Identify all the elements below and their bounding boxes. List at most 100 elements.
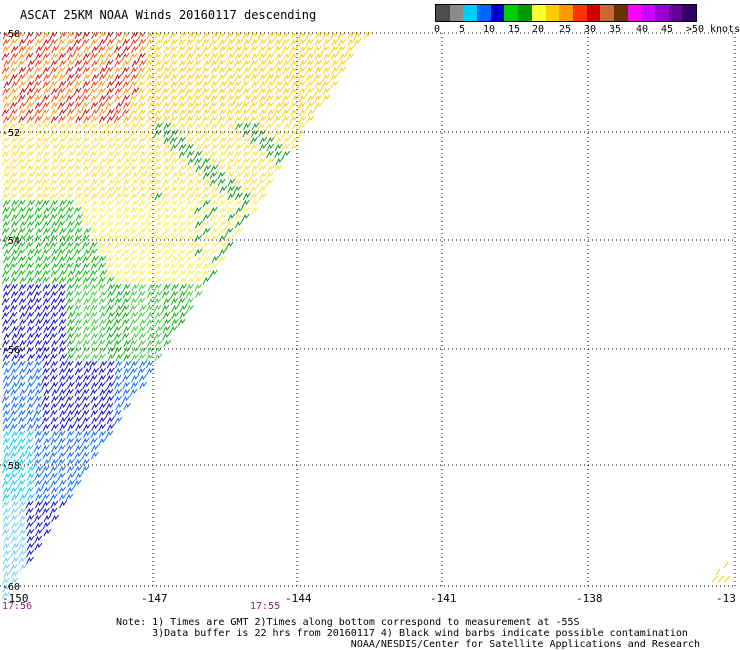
wind-barb	[155, 325, 164, 334]
lat-label: -54	[2, 236, 20, 247]
wind-barb	[210, 122, 219, 131]
wind-barb	[249, 101, 258, 110]
wind-barb	[146, 276, 155, 285]
wind-barb	[113, 374, 122, 383]
wind-barb	[154, 353, 163, 362]
wind-barb	[290, 45, 298, 54]
wind-barb	[185, 297, 194, 306]
wind-barb	[75, 269, 83, 278]
wind-barb	[113, 318, 122, 327]
wind-barb	[177, 255, 186, 264]
wind-barb	[146, 87, 155, 96]
wind-barb	[315, 31, 323, 40]
wind-barb	[25, 444, 34, 453]
wind-barb	[122, 38, 130, 47]
wind-barb	[26, 479, 35, 488]
swath-edge-barbs-se	[711, 561, 731, 583]
wind-barb	[290, 38, 298, 47]
wind-barb	[218, 213, 227, 222]
wind-barb	[18, 108, 27, 117]
wind-barb	[35, 52, 43, 61]
wind-barb	[307, 94, 316, 103]
wind-barb	[98, 430, 107, 439]
wind-barb	[42, 290, 51, 299]
wind-barb	[26, 535, 35, 544]
wind-barb	[203, 122, 212, 131]
wind-barb	[99, 360, 108, 369]
wind-barb	[137, 255, 146, 264]
wind-barb	[82, 66, 91, 75]
wind-barb	[74, 101, 83, 110]
wind-barb	[19, 367, 27, 376]
wind-barb	[41, 199, 50, 208]
wind-barb	[50, 136, 59, 145]
wind-barb	[121, 304, 130, 313]
wind-barb	[249, 157, 258, 166]
wind-barb	[235, 38, 244, 47]
wind-barb	[258, 66, 267, 75]
wind-barb	[26, 262, 34, 271]
wind-barb	[169, 66, 178, 75]
wind-barb	[217, 164, 226, 173]
wind-barb	[155, 255, 163, 264]
wind-barb	[50, 206, 58, 215]
wind-barb	[106, 234, 115, 243]
wind-barb	[41, 129, 50, 138]
wind-barb	[90, 178, 99, 187]
wind-barb	[17, 325, 26, 334]
wind-barb	[10, 45, 19, 54]
wind-barb	[162, 234, 171, 243]
wind-barb	[98, 262, 106, 271]
wind-barb	[34, 479, 43, 488]
wind-barb	[186, 73, 195, 82]
wind-barb	[1, 500, 10, 509]
wind-barb	[171, 108, 180, 117]
wind-barb	[50, 87, 59, 96]
wind-barb	[179, 31, 188, 40]
wind-barb	[34, 388, 43, 397]
wind-barb	[91, 423, 99, 432]
wind-barb	[154, 248, 163, 257]
wind-barb	[307, 108, 316, 117]
wind-barb	[26, 143, 35, 152]
wind-barb	[105, 122, 114, 131]
wind-barb	[35, 325, 43, 334]
legend-swatch	[559, 5, 573, 21]
wind-barb	[50, 255, 59, 264]
wind-barb	[91, 115, 99, 124]
wind-barb	[81, 234, 90, 243]
wind-barb	[2, 94, 11, 103]
wind-barb	[178, 157, 187, 166]
legend-label: 30	[583, 24, 597, 35]
wind-barb	[75, 108, 84, 117]
wind-barb	[74, 311, 83, 320]
legend-swatch	[545, 5, 560, 21]
wind-barb	[90, 339, 99, 348]
wind-barb	[131, 220, 139, 229]
wind-barb	[3, 472, 12, 481]
wind-barb	[137, 290, 146, 299]
wind-barb	[1, 227, 10, 236]
wind-barb	[201, 269, 210, 278]
wind-barb	[83, 360, 92, 369]
wind-barb	[49, 129, 58, 138]
wind-barb	[27, 353, 36, 362]
wind-barb	[298, 52, 307, 61]
wind-barb	[9, 423, 18, 432]
wind-barb	[146, 262, 155, 271]
wind-barb	[114, 416, 123, 425]
wind-barb	[129, 80, 138, 89]
wind-barb	[105, 101, 114, 110]
wind-barb	[18, 549, 27, 558]
wind-barb	[193, 94, 202, 103]
wind-barb	[90, 283, 98, 292]
wind-barb	[75, 150, 84, 159]
wind-barb	[58, 136, 67, 145]
wind-barb	[34, 262, 43, 271]
wind-barb	[202, 108, 211, 117]
wind-barb	[49, 367, 58, 376]
wind-barb	[1, 395, 10, 404]
wind-barb	[259, 171, 268, 180]
wind-barb	[42, 66, 51, 75]
wind-barb	[66, 451, 75, 460]
